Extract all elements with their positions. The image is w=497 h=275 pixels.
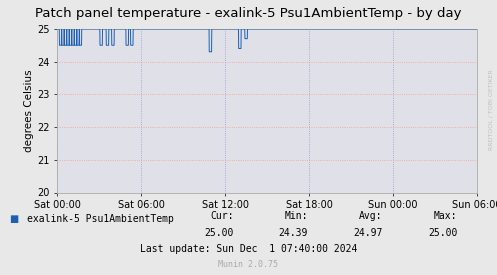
Text: Cur:: Cur: bbox=[210, 211, 234, 221]
Text: ■: ■ bbox=[9, 214, 18, 224]
Text: 25.00: 25.00 bbox=[204, 228, 234, 238]
Text: 25.00: 25.00 bbox=[428, 228, 457, 238]
Text: 24.39: 24.39 bbox=[279, 228, 308, 238]
Text: Munin 2.0.75: Munin 2.0.75 bbox=[219, 260, 278, 269]
Text: Max:: Max: bbox=[434, 211, 457, 221]
Text: exalink-5 Psu1AmbientTemp: exalink-5 Psu1AmbientTemp bbox=[27, 214, 174, 224]
Text: Min:: Min: bbox=[285, 211, 308, 221]
Text: Patch panel temperature - exalink-5 Psu1AmbientTemp - by day: Patch panel temperature - exalink-5 Psu1… bbox=[35, 7, 462, 20]
Text: RRDTOOL / TOBI OETIKER: RRDTOOL / TOBI OETIKER bbox=[488, 70, 493, 150]
Text: Avg:: Avg: bbox=[359, 211, 383, 221]
Text: Last update: Sun Dec  1 07:40:00 2024: Last update: Sun Dec 1 07:40:00 2024 bbox=[140, 244, 357, 254]
Y-axis label: degrees Celsius: degrees Celsius bbox=[24, 69, 34, 152]
Text: 24.97: 24.97 bbox=[353, 228, 383, 238]
